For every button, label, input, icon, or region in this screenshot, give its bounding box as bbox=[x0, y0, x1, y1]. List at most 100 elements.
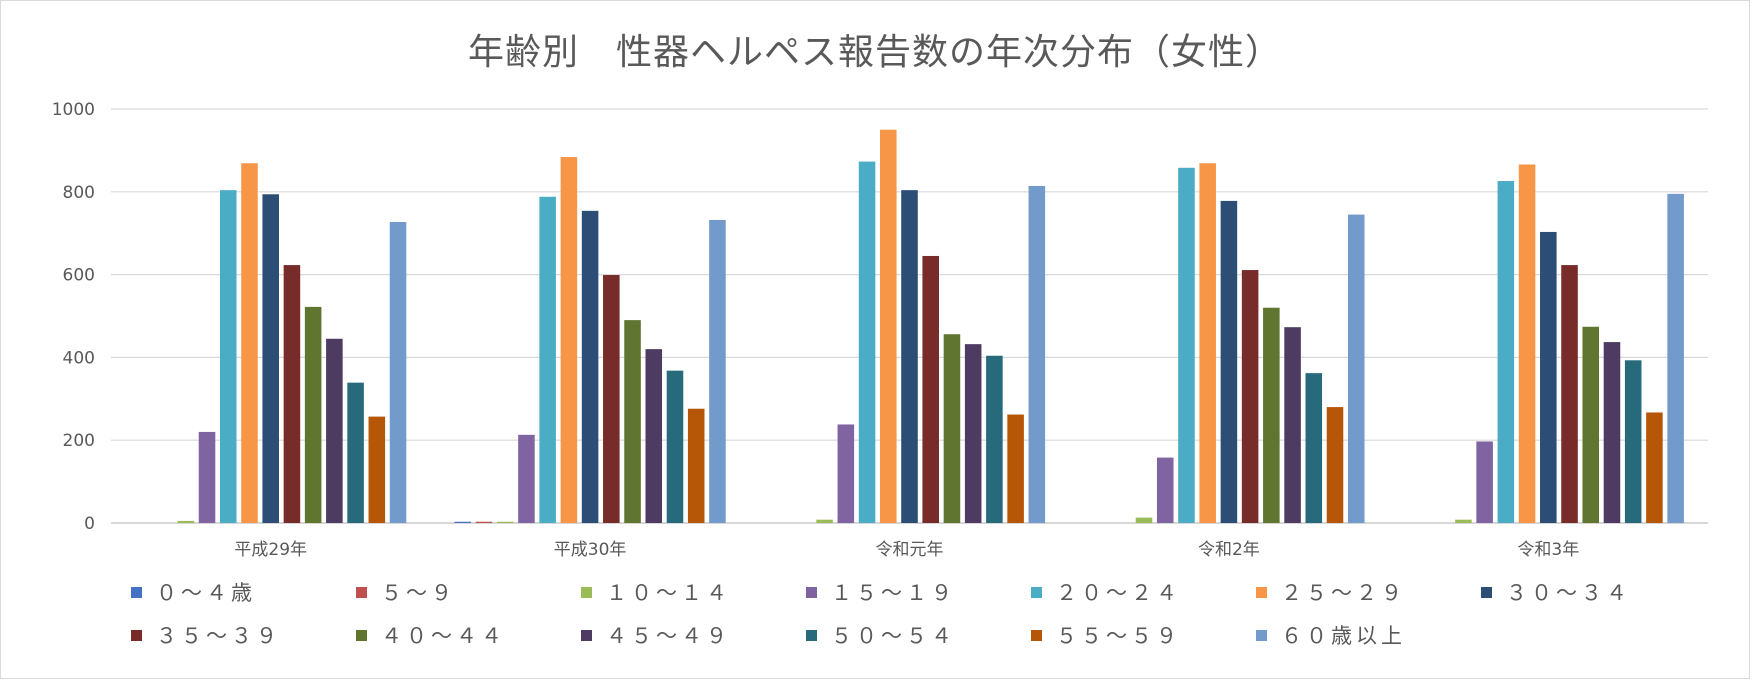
legend-label: ５～９ bbox=[381, 581, 456, 605]
legend-label: ２５～２９ bbox=[1281, 581, 1406, 605]
legend-item: ５５～５９ bbox=[1031, 620, 1181, 650]
legend-swatch bbox=[581, 629, 592, 641]
bar bbox=[1603, 342, 1621, 523]
legend-swatch bbox=[356, 629, 367, 641]
bar bbox=[1667, 193, 1684, 523]
legend-item: ２０～２４ bbox=[1031, 577, 1181, 607]
bar bbox=[1624, 360, 1642, 523]
bar bbox=[922, 255, 939, 523]
bar bbox=[368, 416, 386, 523]
bar bbox=[858, 161, 876, 523]
bar bbox=[666, 370, 684, 523]
legend-swatch bbox=[356, 586, 367, 598]
bar bbox=[1284, 327, 1301, 523]
bar bbox=[560, 157, 578, 524]
legend-item: ４５～４９ bbox=[581, 620, 731, 650]
bar bbox=[901, 190, 918, 524]
legend-item: ４０～４４ bbox=[356, 620, 506, 650]
y-tick-label: 600 bbox=[63, 266, 95, 286]
bar bbox=[177, 520, 195, 523]
legend-swatch bbox=[806, 586, 817, 598]
bar bbox=[389, 222, 407, 523]
x-category-label: 平成29年 bbox=[234, 540, 307, 560]
y-tick-label: 400 bbox=[63, 348, 95, 368]
legend-label: ３５～３９ bbox=[156, 624, 281, 648]
bar bbox=[283, 265, 301, 523]
legend-item: ６０歳以上 bbox=[1256, 620, 1406, 650]
bar bbox=[262, 194, 279, 523]
legend-label: ６０歳以上 bbox=[1281, 624, 1406, 648]
bar bbox=[1263, 307, 1280, 523]
legend-swatch bbox=[131, 586, 142, 598]
legend-swatch bbox=[1031, 629, 1042, 641]
legend-swatch bbox=[806, 629, 817, 641]
legend-item: ２５～２９ bbox=[1256, 577, 1406, 607]
legend-item: １０～１４ bbox=[581, 577, 731, 607]
bar bbox=[347, 382, 364, 523]
bar bbox=[1156, 457, 1174, 523]
bar bbox=[581, 210, 599, 523]
legend-swatch bbox=[1256, 586, 1267, 598]
bar bbox=[1241, 270, 1259, 523]
bar bbox=[1347, 214, 1365, 523]
legend-swatch bbox=[1481, 586, 1492, 598]
y-tick-label: 800 bbox=[63, 183, 95, 203]
bar bbox=[326, 338, 343, 523]
bar bbox=[219, 190, 237, 524]
bar bbox=[1135, 517, 1153, 523]
legend-item: １５～１９ bbox=[806, 577, 956, 607]
legend-label: ２０～２４ bbox=[1056, 581, 1181, 605]
bar bbox=[1518, 164, 1536, 523]
bar bbox=[1476, 441, 1493, 523]
bar bbox=[687, 408, 705, 523]
bar bbox=[964, 344, 982, 523]
bar bbox=[645, 349, 663, 523]
y-tick-label: 0 bbox=[84, 514, 95, 534]
bar bbox=[518, 434, 535, 523]
bar bbox=[986, 355, 1003, 523]
legend-label: ４５～４９ bbox=[606, 624, 731, 648]
bar bbox=[624, 320, 641, 523]
chart-title: 年齢別 性器ヘルペス報告数の年次分布（女性） bbox=[467, 32, 1282, 73]
y-tick-label: 1000 bbox=[52, 100, 95, 120]
bar bbox=[1220, 200, 1238, 523]
bar bbox=[454, 521, 472, 523]
bar bbox=[304, 306, 322, 523]
y-tick-label: 200 bbox=[63, 431, 95, 451]
legend-item: ５０～５４ bbox=[806, 620, 956, 650]
legend-label: １５～１９ bbox=[831, 581, 956, 605]
bar bbox=[241, 163, 258, 523]
bar bbox=[1326, 407, 1344, 523]
legend-label: １０～１４ bbox=[606, 581, 731, 605]
x-category-label: 令和3年 bbox=[1517, 540, 1579, 560]
legend-label: ５０～５４ bbox=[831, 624, 956, 648]
bar bbox=[1305, 373, 1323, 523]
bar bbox=[1646, 412, 1663, 523]
bar bbox=[1455, 519, 1472, 523]
legend-swatch bbox=[131, 629, 142, 641]
bar bbox=[709, 219, 726, 523]
legend-label: ４０～４４ bbox=[381, 624, 506, 648]
bar bbox=[880, 129, 897, 523]
bar bbox=[496, 521, 514, 523]
bar bbox=[1561, 265, 1578, 523]
bar bbox=[1028, 186, 1046, 523]
legend-label: ３０～３４ bbox=[1506, 581, 1631, 605]
x-category-label: 令和元年 bbox=[876, 540, 944, 560]
bar bbox=[539, 196, 556, 523]
legend-swatch bbox=[581, 586, 592, 598]
x-category-label: 令和2年 bbox=[1198, 540, 1260, 560]
bar bbox=[1497, 181, 1515, 523]
legend-item: ３０～３４ bbox=[1481, 577, 1631, 607]
bar bbox=[816, 519, 833, 523]
legend-swatch bbox=[1031, 586, 1042, 598]
bar bbox=[603, 275, 620, 523]
bar bbox=[1007, 414, 1024, 523]
legend-item: ０～４歳 bbox=[131, 577, 256, 607]
bar bbox=[1540, 231, 1557, 523]
bar bbox=[1199, 163, 1216, 523]
legend-label: ５５～５９ bbox=[1056, 624, 1181, 648]
legend-swatch bbox=[1256, 629, 1267, 641]
